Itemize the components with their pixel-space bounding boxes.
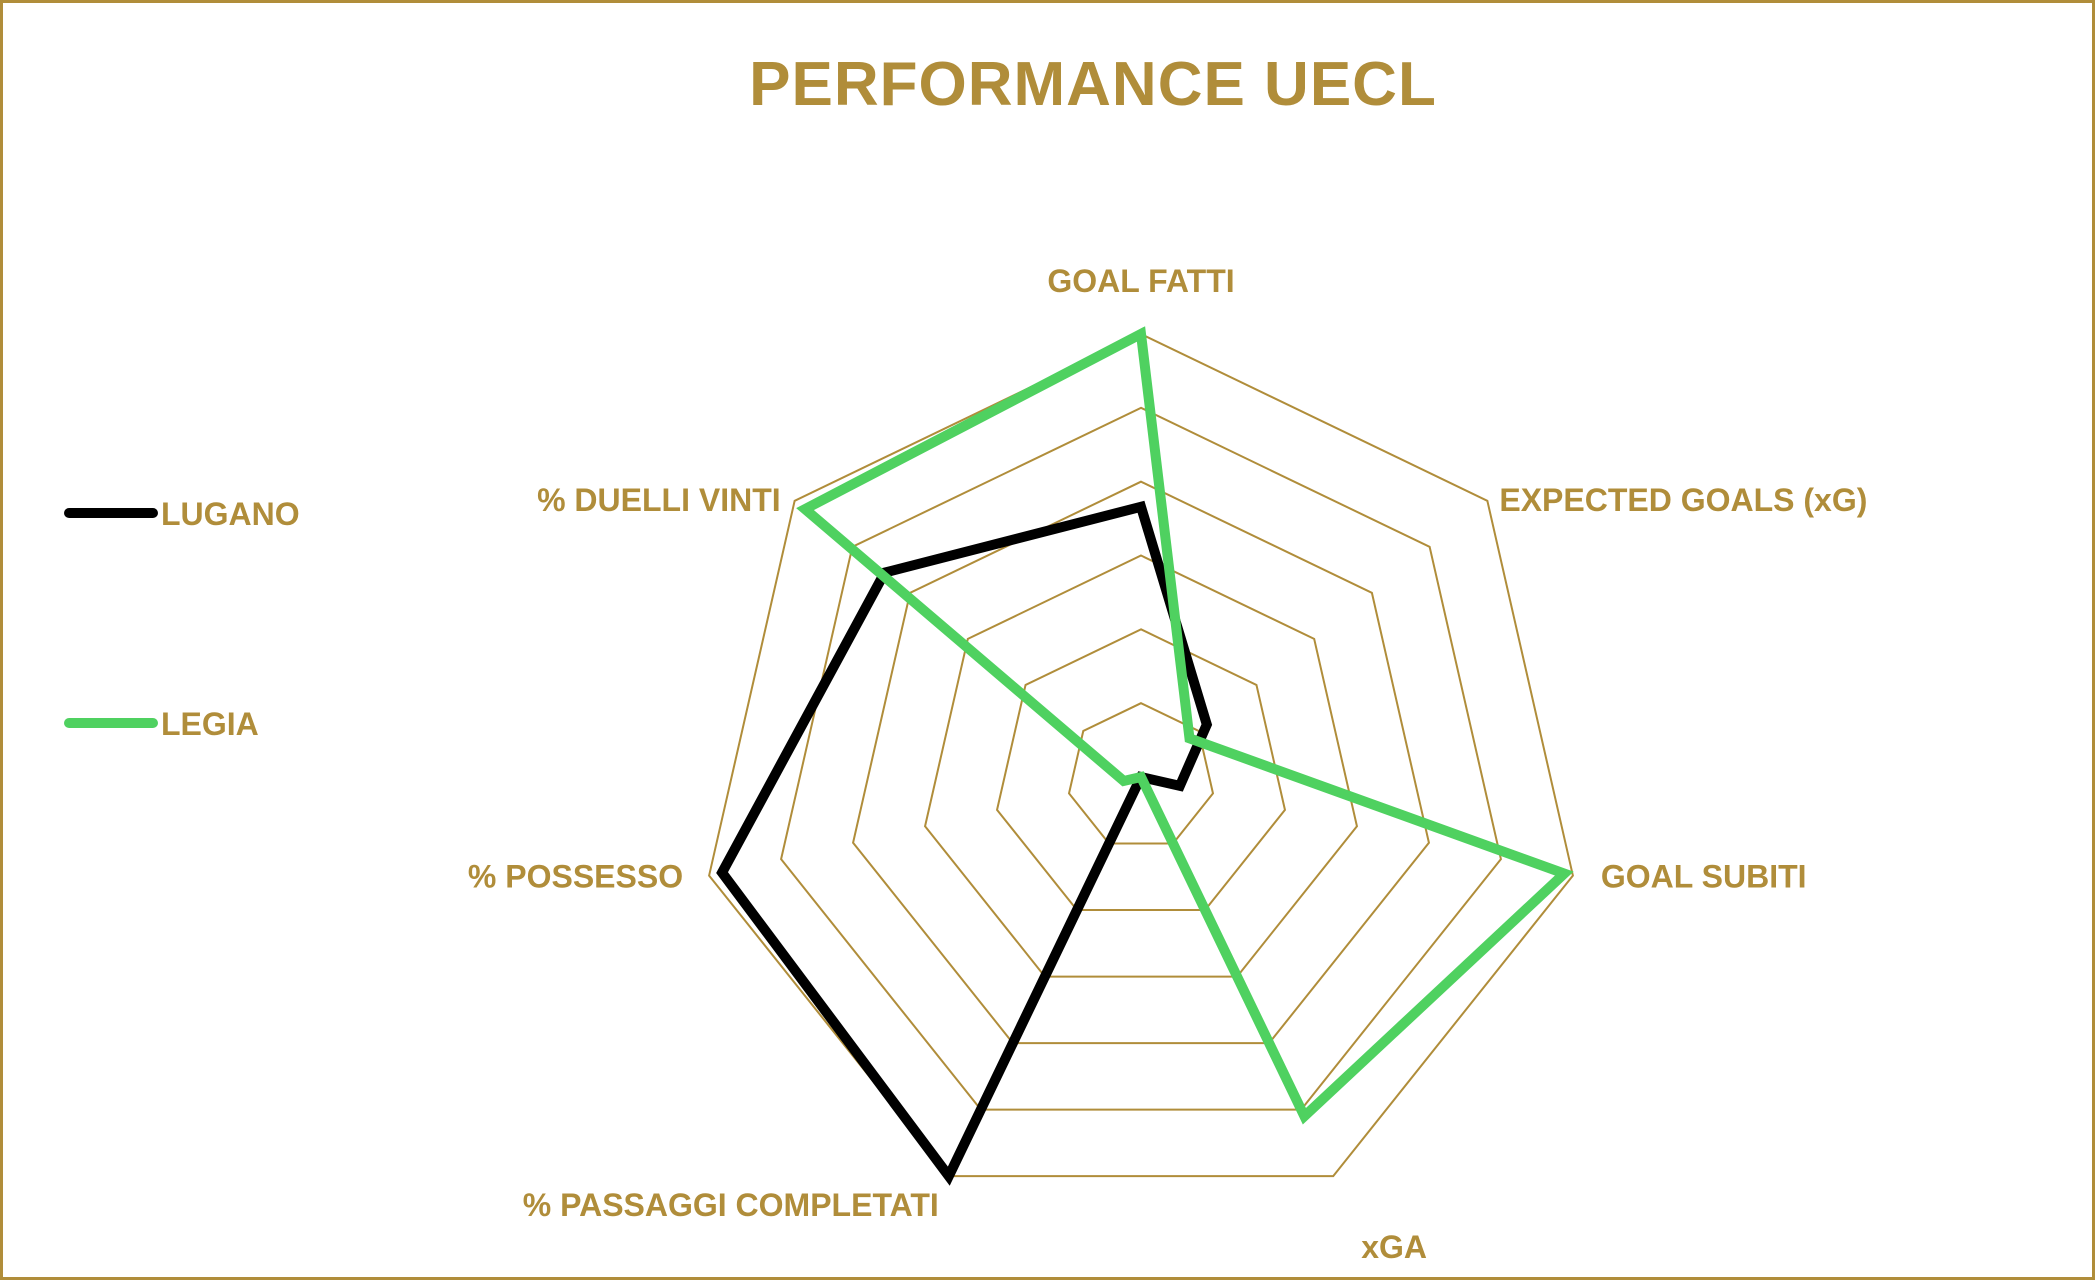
axis-labels: GOAL FATTI EXPECTED GOALS (xG) GOAL SUBITI… [468,263,1867,1265]
legend-label-lugano: LUGANO [161,496,300,532]
legend-item-lugano: LUGANO [64,496,300,532]
series-legia [796,326,1574,1125]
axis-label-2: GOAL SUBITI [1601,859,1807,895]
legend-label-legia: LEGIA [161,706,259,742]
axis-label-6: % DUELLI VINTI [537,482,781,518]
axis-label-3: xGA [1361,1229,1427,1265]
axis-label-0: GOAL FATTI [1047,263,1234,299]
grid-ring-6 [708,332,1574,1178]
radar-chart: PERFORMANCE UECL GOAL FATTI EXPECTED GOAL… [64,50,1867,1265]
axis-label-1: EXPECTED GOALS (xG) [1499,482,1867,518]
radar-series [716,326,1574,1186]
axis-label-5: % POSSESSO [468,859,683,895]
radar-grid [708,332,1574,1178]
legend: LUGANO LEGIA [64,496,300,742]
grid-ring-2 [995,628,1287,912]
axis-label-4: % PASSAGGI COMPLETATI [523,1187,939,1223]
grid-ring-3 [923,554,1359,978]
grid-ring-4 [851,480,1431,1045]
series-lugano [716,500,1213,1186]
grid-ring-5 [780,406,1502,1111]
chart-title: PERFORMANCE UECL [749,50,1437,119]
legend-item-legia: LEGIA [64,706,259,742]
